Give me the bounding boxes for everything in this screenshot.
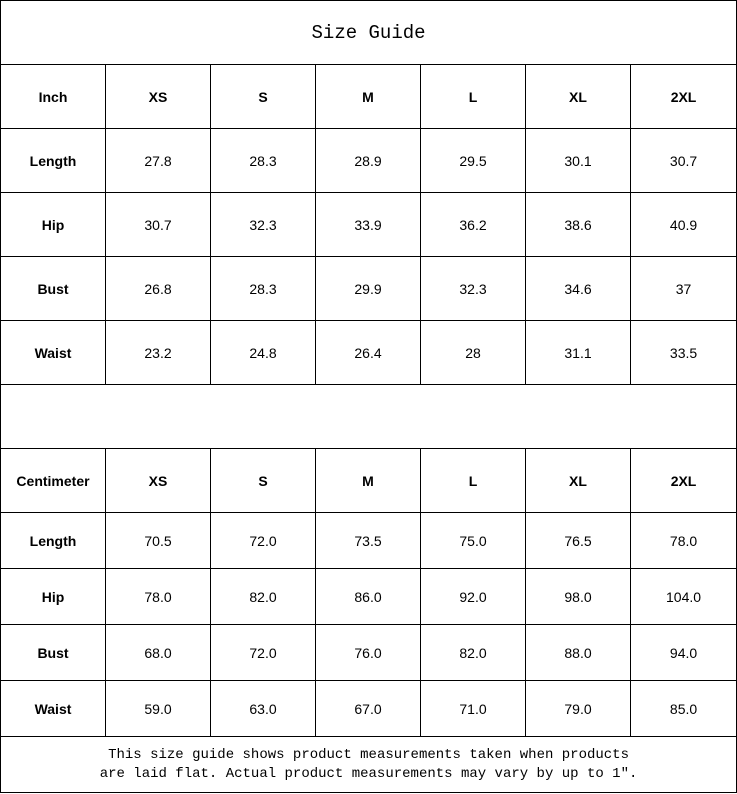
size-header: S: [210, 64, 316, 129]
measurement-value: 78.0: [105, 568, 211, 625]
measurement-value: 88.0: [525, 624, 631, 681]
measurement-value: 29.9: [315, 256, 421, 321]
centimeter-header-row: Centimeter XS S M L XL 2XL: [0, 448, 737, 513]
measurement-value: 76.0: [315, 624, 421, 681]
table-row: Waist 59.0 63.0 67.0 71.0 79.0 85.0: [0, 680, 737, 737]
measurement-value: 38.6: [525, 192, 631, 257]
measurement-value: 59.0: [105, 680, 211, 737]
table-row: Waist 23.2 24.8 26.4 28 31.1 33.5: [0, 320, 737, 385]
page-title: Size Guide: [0, 0, 737, 65]
measurement-value: 23.2: [105, 320, 211, 385]
spacer-cell: [0, 384, 737, 449]
footer-line-1: This size guide shows product measuremen…: [108, 746, 629, 763]
measurement-value: 28.9: [315, 128, 421, 193]
measurement-value: 28.3: [210, 128, 316, 193]
footer-line-2: are laid flat. Actual product measuremen…: [99, 765, 638, 782]
table-row: Hip 30.7 32.3 33.9 36.2 38.6 40.9: [0, 192, 737, 257]
size-header: L: [420, 448, 526, 513]
measurement-value: 28.3: [210, 256, 316, 321]
measurement-value: 92.0: [420, 568, 526, 625]
measurement-value: 71.0: [420, 680, 526, 737]
measurement-value: 30.7: [105, 192, 211, 257]
measurement-value: 85.0: [629, 680, 737, 737]
measurement-value: 40.9: [629, 192, 737, 257]
measurement-value: 30.1: [525, 128, 631, 193]
measurement-value: 76.5: [525, 512, 631, 569]
measurement-label: Waist: [0, 680, 106, 737]
table-row: Length 27.8 28.3 28.9 29.5 30.1 30.7: [0, 128, 737, 193]
measurement-value: 28: [420, 320, 526, 385]
measurement-value: 73.5: [315, 512, 421, 569]
inch-header-row: Inch XS S M L XL 2XL: [0, 64, 737, 129]
table-row: Bust 26.8 28.3 29.9 32.3 34.6 37: [0, 256, 737, 321]
spacer-row: [0, 384, 737, 449]
table-row: Length 70.5 72.0 73.5 75.0 76.5 78.0: [0, 512, 737, 569]
unit-label: Centimeter: [0, 448, 106, 513]
measurement-value: 68.0: [105, 624, 211, 681]
measurement-label: Length: [0, 128, 106, 193]
table-row: Bust 68.0 72.0 76.0 82.0 88.0 94.0: [0, 624, 737, 681]
measurement-value: 26.4: [315, 320, 421, 385]
measurement-value: 36.2: [420, 192, 526, 257]
measurement-value: 78.0: [629, 512, 737, 569]
measurement-value: 33.9: [315, 192, 421, 257]
measurement-value: 98.0: [525, 568, 631, 625]
measurement-value: 82.0: [210, 568, 316, 625]
size-header: L: [420, 64, 526, 129]
measurement-value: 82.0: [420, 624, 526, 681]
measurement-value: 94.0: [629, 624, 737, 681]
measurement-value: 72.0: [210, 624, 316, 681]
measurement-value: 63.0: [210, 680, 316, 737]
measurement-value: 30.7: [629, 128, 737, 193]
size-header: XL: [525, 448, 631, 513]
measurement-value: 29.5: [420, 128, 526, 193]
measurement-value: 70.5: [105, 512, 211, 569]
measurement-label: Bust: [0, 624, 106, 681]
measurement-label: Waist: [0, 320, 106, 385]
measurement-value: 104.0: [629, 568, 737, 625]
size-header: S: [210, 448, 316, 513]
footer-row: This size guide shows product measuremen…: [0, 736, 737, 793]
measurement-value: 72.0: [210, 512, 316, 569]
measurement-value: 34.6: [525, 256, 631, 321]
size-header: M: [315, 448, 421, 513]
table-row: Hip 78.0 82.0 86.0 92.0 98.0 104.0: [0, 568, 737, 625]
measurement-label: Bust: [0, 256, 106, 321]
footer-note: This size guide shows product measuremen…: [0, 736, 737, 793]
size-header: XS: [105, 448, 211, 513]
size-header: 2XL: [629, 64, 737, 129]
size-header: XS: [105, 64, 211, 129]
measurement-value: 32.3: [420, 256, 526, 321]
measurement-value: 79.0: [525, 680, 631, 737]
measurement-label: Hip: [0, 568, 106, 625]
unit-label: Inch: [0, 64, 106, 129]
measurement-value: 32.3: [210, 192, 316, 257]
measurement-value: 86.0: [315, 568, 421, 625]
measurement-value: 24.8: [210, 320, 316, 385]
size-header: M: [315, 64, 421, 129]
measurement-value: 67.0: [315, 680, 421, 737]
measurement-value: 75.0: [420, 512, 526, 569]
size-header: 2XL: [629, 448, 737, 513]
measurement-value: 37: [629, 256, 737, 321]
measurement-value: 31.1: [525, 320, 631, 385]
size-header: XL: [525, 64, 631, 129]
measurement-value: 33.5: [629, 320, 737, 385]
measurement-label: Length: [0, 512, 106, 569]
measurement-label: Hip: [0, 192, 106, 257]
measurement-value: 27.8: [105, 128, 211, 193]
measurement-value: 26.8: [105, 256, 211, 321]
